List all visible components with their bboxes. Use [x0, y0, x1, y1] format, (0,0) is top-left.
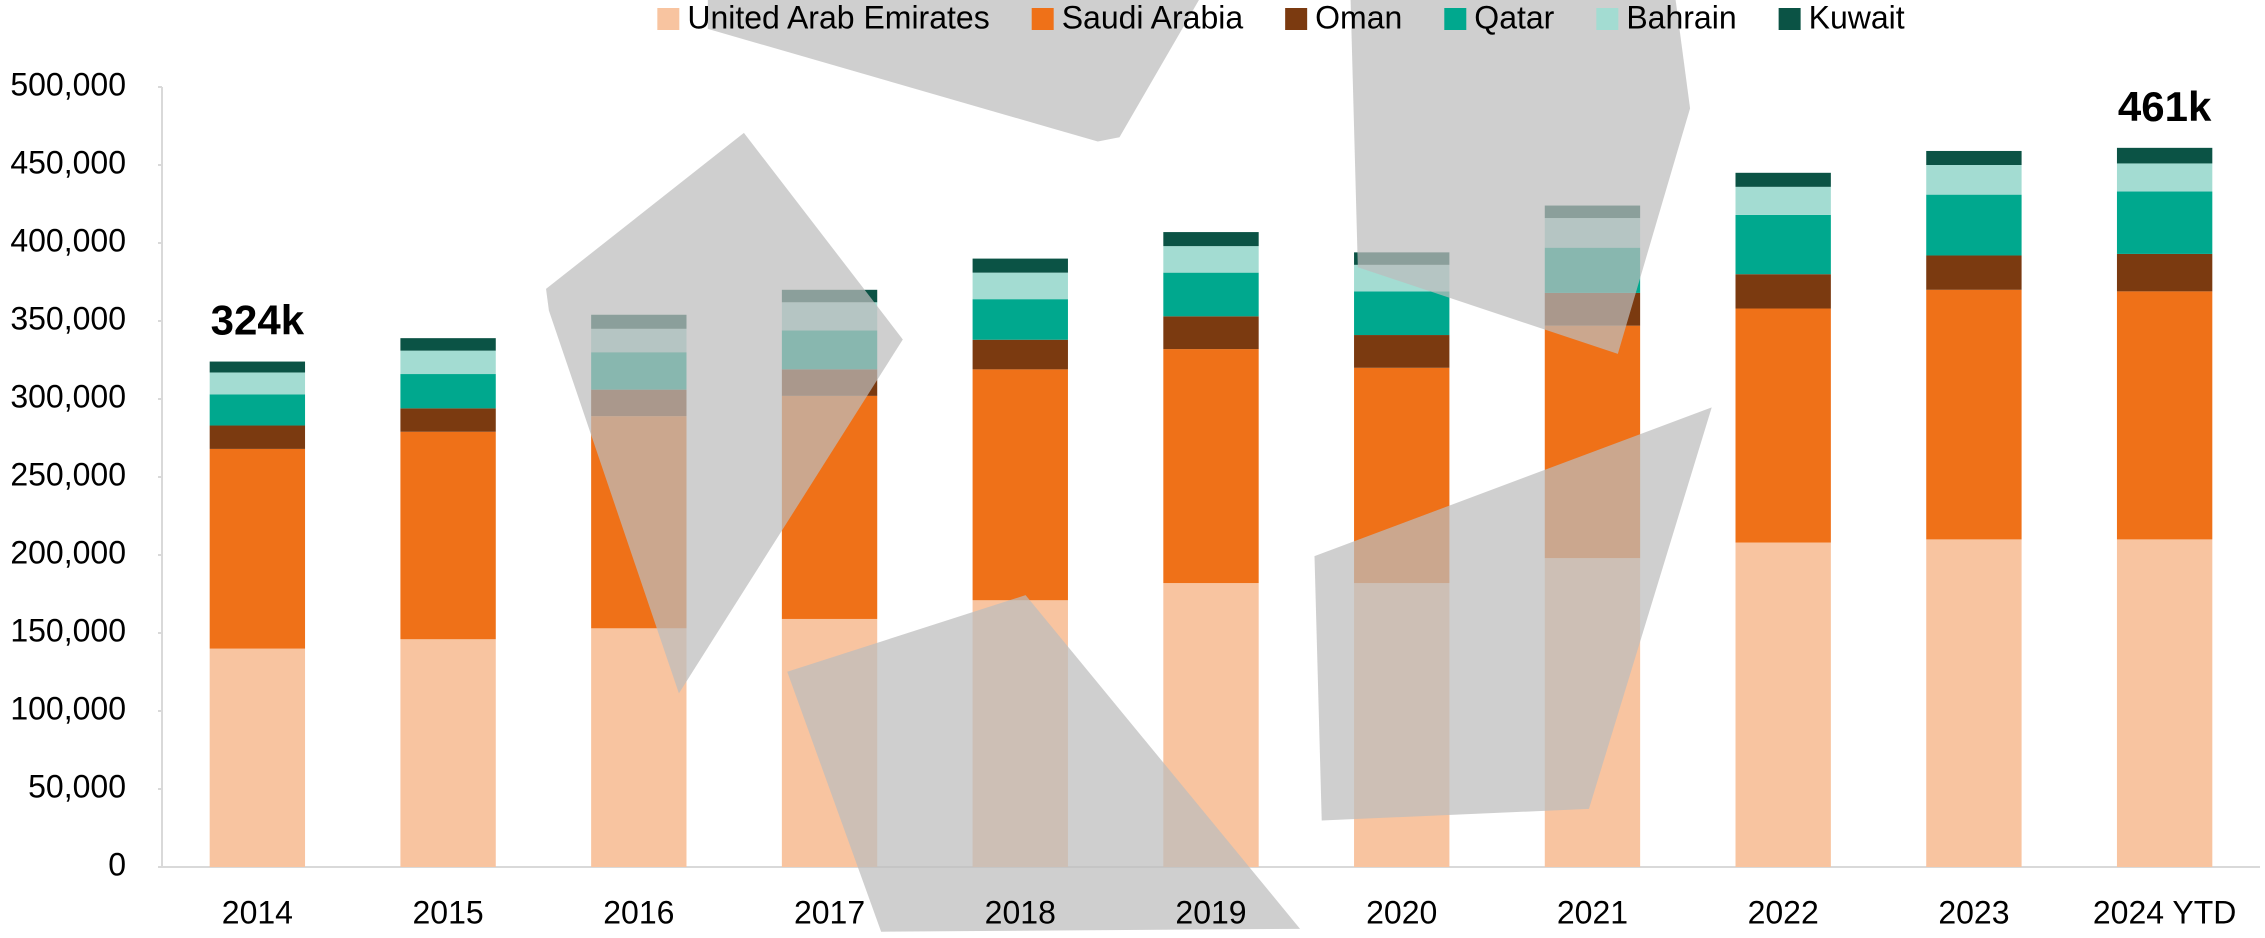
bar-segment [1735, 274, 1831, 309]
y-tick-label: 300,000 [10, 378, 126, 414]
labels: 0 50,000 100,000 150,000 200,000 250,000 300,0… [10, 0, 2236, 930]
watermark-shape [1314, 407, 1712, 821]
watermark-shape [546, 132, 903, 694]
bar-segment [972, 299, 1068, 340]
y-tick-label: 150,000 [10, 612, 126, 648]
legend-swatch [1031, 8, 1054, 30]
bar-segment [2116, 147, 2213, 164]
bar-segment [2116, 291, 2213, 540]
bar-segment [1926, 255, 2022, 290]
x-tick-label: 2015 [412, 894, 483, 930]
x-tick-label: 2019 [1175, 894, 1246, 930]
watermark-shape [707, 0, 1199, 142]
x-tick-label: 2022 [1748, 894, 1819, 930]
bar-segment [1163, 246, 1259, 273]
y-tick-label: 400,000 [10, 222, 126, 258]
bar-segment [209, 648, 306, 867]
x-tick-label: 2023 [1938, 894, 2009, 930]
bar-segment [2116, 191, 2213, 254]
bar-segment [1163, 349, 1259, 584]
bar-segment [1735, 542, 1831, 867]
legend-label: Bahrain [1626, 0, 1736, 35]
x-tick-label: 2018 [985, 894, 1056, 930]
bar-segment [400, 639, 496, 867]
bar-segment [972, 272, 1068, 300]
bar-segment [1163, 272, 1259, 317]
legend-swatch [1285, 8, 1308, 30]
bar-segment [1926, 289, 2022, 540]
bar-segment [400, 338, 496, 351]
y-tick-label: 200,000 [10, 534, 126, 570]
y-tick-label: 450,000 [10, 144, 126, 180]
bar-segment [1163, 316, 1259, 350]
legend-label: Qatar [1474, 0, 1554, 35]
y-tick-label: 0 [108, 846, 126, 882]
bar-segment [1735, 308, 1831, 543]
bar-segment [1735, 172, 1831, 187]
bar-segment [209, 425, 306, 449]
watermark [546, 0, 1712, 932]
x-tick-label: 2024 YTD [2093, 894, 2237, 930]
legend-label: United Arab Emirates [687, 0, 989, 35]
bar-segment [209, 394, 306, 426]
plot [158, 86, 2260, 868]
watermark-shape [787, 595, 1301, 932]
bar-segment [400, 350, 496, 375]
x-tick-label: 2021 [1557, 894, 1628, 930]
y-tick-label: 50,000 [28, 768, 126, 804]
bar-segment [400, 374, 496, 409]
legend-swatch [1778, 8, 1801, 30]
x-tick-label: 2016 [603, 894, 674, 930]
bar-segment [209, 361, 306, 373]
bar-segment [1354, 291, 1450, 336]
bar-segment [1354, 335, 1450, 368]
legend-swatch [1596, 8, 1619, 30]
x-tick-label: 2017 [794, 894, 865, 930]
bar-segment [400, 408, 496, 432]
y-tick-label: 250,000 [10, 456, 126, 492]
bar-segment [972, 369, 1068, 601]
legend-label: Oman [1315, 0, 1402, 35]
legend-swatch [657, 8, 680, 30]
x-tick-label: 2014 [222, 894, 293, 930]
legend-swatch [1444, 8, 1467, 30]
bar-segment [972, 258, 1068, 273]
bar-segment [209, 372, 306, 395]
bar-segment [972, 339, 1068, 370]
annotation: 461k [2118, 83, 2212, 130]
watermark-shape [1350, 0, 1691, 354]
annotation: 324k [211, 297, 305, 344]
legend-label: Kuwait [1809, 0, 1905, 35]
bar-segment [1163, 232, 1259, 247]
bar-segment [2116, 539, 2213, 867]
bar-segment [1926, 194, 2022, 256]
x-tick-label: 2020 [1366, 894, 1437, 930]
bar-segment [2116, 163, 2213, 192]
y-tick-label: 350,000 [10, 300, 126, 336]
bar-segment [1735, 214, 1831, 275]
bar-segment [1735, 186, 1831, 215]
bar-segment [1926, 165, 2022, 195]
bar-segment [1926, 150, 2022, 165]
y-tick-label: 500,000 [10, 66, 126, 102]
bar-segment [400, 431, 496, 640]
y-tick-label: 100,000 [10, 690, 126, 726]
bar-segment [2116, 253, 2213, 292]
legend-label: Saudi Arabia [1062, 0, 1244, 35]
bar-segment [209, 448, 306, 649]
bar-segment [1926, 539, 2022, 867]
